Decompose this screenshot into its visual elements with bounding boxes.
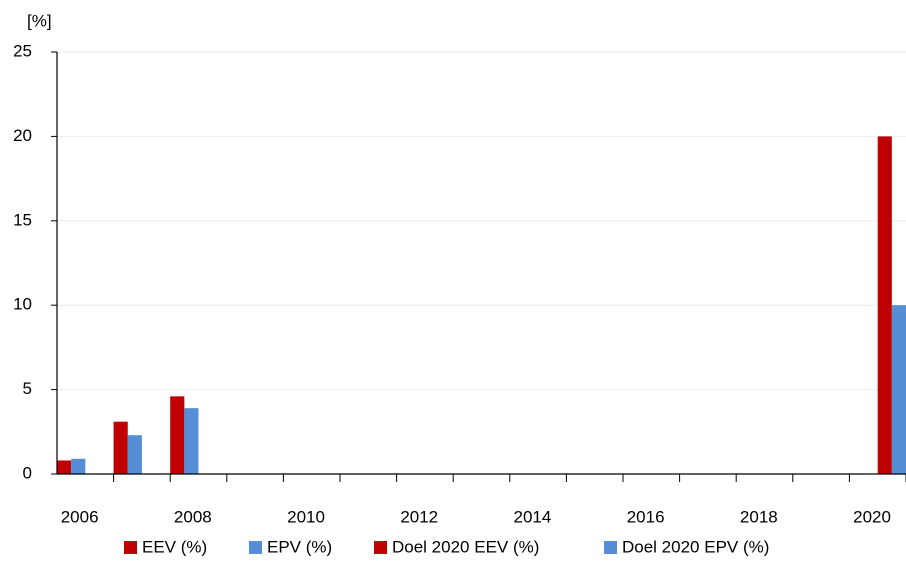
x-tick-label: 2018 [740, 507, 778, 526]
bar [57, 460, 72, 474]
legend-label: Doel 2020 EPV (%) [622, 537, 769, 556]
y-tick-label: 5 [23, 379, 32, 398]
x-tick-label: 2012 [400, 507, 438, 526]
bar [170, 396, 185, 474]
legend-label: EPV (%) [267, 537, 332, 556]
legend-swatch [249, 541, 262, 554]
bar [71, 458, 86, 474]
x-tick-label: 2016 [627, 507, 665, 526]
legend-swatch [604, 541, 617, 554]
x-tick-label: 2010 [287, 507, 325, 526]
y-tick-label: 20 [13, 126, 32, 145]
y-tick-label: 15 [13, 210, 32, 229]
legend-label: EEV (%) [142, 537, 207, 556]
x-tick-label: 2020 [853, 507, 891, 526]
legend-swatch [374, 541, 387, 554]
y-tick-label: 0 [23, 463, 32, 482]
bar [877, 136, 892, 474]
bar [891, 305, 906, 474]
y-axis-label: [%] [27, 11, 52, 30]
x-tick-label: 2014 [514, 507, 552, 526]
bar [184, 408, 199, 474]
y-tick-label: 10 [13, 295, 32, 314]
x-tick-label: 2006 [61, 507, 99, 526]
legend-label: Doel 2020 EEV (%) [392, 537, 539, 556]
x-tick-label: 2008 [174, 507, 212, 526]
legend-swatch [124, 541, 137, 554]
y-tick-label: 25 [13, 41, 32, 60]
bar [127, 435, 142, 474]
bar [113, 421, 128, 474]
